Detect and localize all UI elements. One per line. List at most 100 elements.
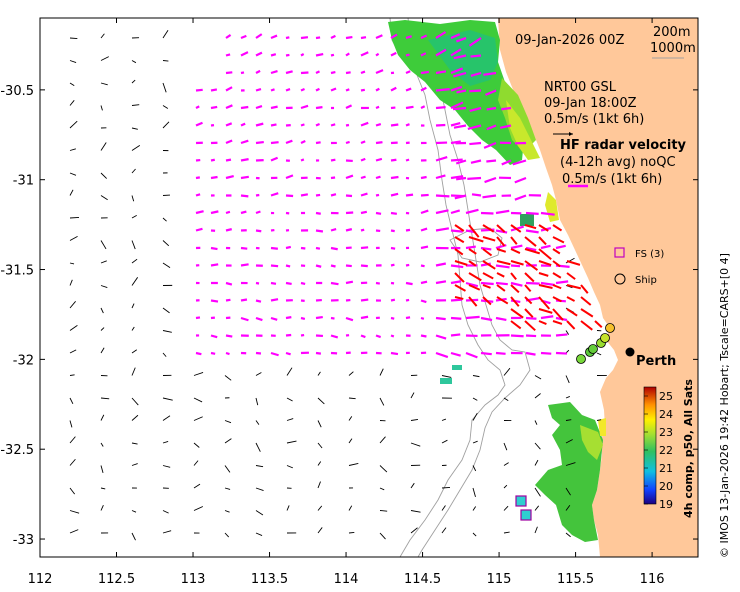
model-vector	[435, 351, 449, 359]
model-vector	[270, 351, 279, 357]
current-vector	[565, 330, 570, 335]
model-vector	[255, 104, 263, 110]
current-vector	[503, 462, 509, 466]
current-vector	[162, 530, 172, 534]
radar-vector	[482, 284, 491, 289]
radar-vector	[482, 260, 496, 270]
model-vector	[469, 106, 482, 113]
current-vector	[162, 352, 167, 357]
perth-marker	[625, 347, 635, 357]
model-vector	[420, 52, 427, 57]
model-vector	[315, 87, 320, 92]
radar-vector	[510, 236, 518, 245]
current-vector	[69, 300, 76, 309]
model-vector	[510, 244, 523, 250]
model-vector	[525, 246, 537, 252]
current-vector	[193, 397, 203, 403]
model-vector	[240, 34, 247, 40]
radar-vector	[454, 236, 465, 244]
radar-vector	[468, 248, 477, 255]
model-vector	[435, 227, 450, 232]
model-vector	[330, 227, 337, 232]
current-vector	[503, 397, 509, 402]
model-vector	[510, 334, 524, 338]
model-vector	[240, 263, 249, 267]
model-vector	[255, 122, 264, 127]
model-vector	[360, 88, 366, 92]
colorbar-tick-label: 19	[659, 498, 673, 511]
current-vector	[100, 260, 107, 264]
model-vector	[330, 334, 339, 339]
current-vector	[565, 375, 570, 384]
model-vector	[483, 141, 497, 149]
model-vector	[345, 71, 351, 75]
current-vector	[131, 510, 137, 513]
model-vector	[315, 351, 322, 355]
model-vector	[465, 281, 479, 288]
model-vector	[360, 315, 369, 320]
current-vector	[131, 277, 139, 286]
model-vector	[465, 315, 480, 320]
colorbar-label: 4h comp, p50, All Sats	[682, 379, 695, 518]
model-vector	[285, 245, 292, 250]
current-vector	[534, 393, 541, 399]
current-vector	[100, 142, 107, 151]
model-vector	[360, 70, 366, 75]
model-vector	[300, 36, 309, 40]
model-vector	[375, 52, 380, 57]
model-vector	[255, 87, 262, 92]
model-vector	[405, 35, 413, 40]
x-tick-label: 112	[28, 572, 53, 587]
current-vector	[100, 105, 103, 111]
model-vector	[360, 210, 368, 215]
current-vector	[379, 465, 388, 473]
model-vector	[315, 246, 321, 250]
model-vector	[486, 124, 497, 131]
model-vector	[240, 175, 249, 180]
radar-vector	[524, 284, 532, 293]
current-vector	[69, 148, 76, 151]
model-vector	[300, 123, 305, 127]
model-vector	[450, 67, 464, 75]
radar-vector	[580, 308, 594, 318]
model-vector	[210, 299, 219, 303]
radar-vector	[552, 236, 565, 244]
current-vector	[100, 347, 105, 354]
current-vector	[348, 505, 353, 511]
model-vector	[525, 351, 536, 356]
model-vector	[453, 54, 467, 60]
y-tick-label: -32	[13, 353, 34, 368]
model-vector	[480, 316, 493, 322]
model-vector	[514, 176, 527, 184]
current-vector	[162, 121, 170, 129]
model-vector	[405, 298, 410, 302]
current-vector	[162, 397, 173, 401]
current-vector	[100, 240, 107, 250]
current-vector	[162, 415, 171, 421]
current-vector	[317, 420, 322, 428]
current-vector	[193, 442, 200, 448]
model-vector	[225, 351, 230, 356]
model-vector	[210, 88, 218, 92]
model-vector	[470, 54, 482, 58]
model-vector	[240, 105, 249, 110]
model-vector	[435, 31, 447, 39]
current-vector	[472, 375, 480, 378]
model-vector	[375, 87, 380, 92]
model-vector	[484, 176, 497, 184]
current-vector	[379, 368, 384, 376]
radar-vector	[482, 224, 495, 233]
model-vector	[435, 209, 449, 215]
radar-vector	[552, 284, 562, 290]
model-vector	[300, 193, 309, 197]
current-vector	[162, 465, 171, 468]
model-vector	[195, 105, 200, 109]
model-vector	[270, 192, 279, 197]
colorbar-tick-label: 22	[659, 444, 673, 457]
model-vector	[495, 281, 508, 286]
current-vector	[69, 349, 77, 354]
current-vector	[503, 484, 508, 489]
current-vector	[255, 372, 262, 376]
model-vector	[345, 280, 354, 285]
radar-vector	[524, 236, 537, 247]
